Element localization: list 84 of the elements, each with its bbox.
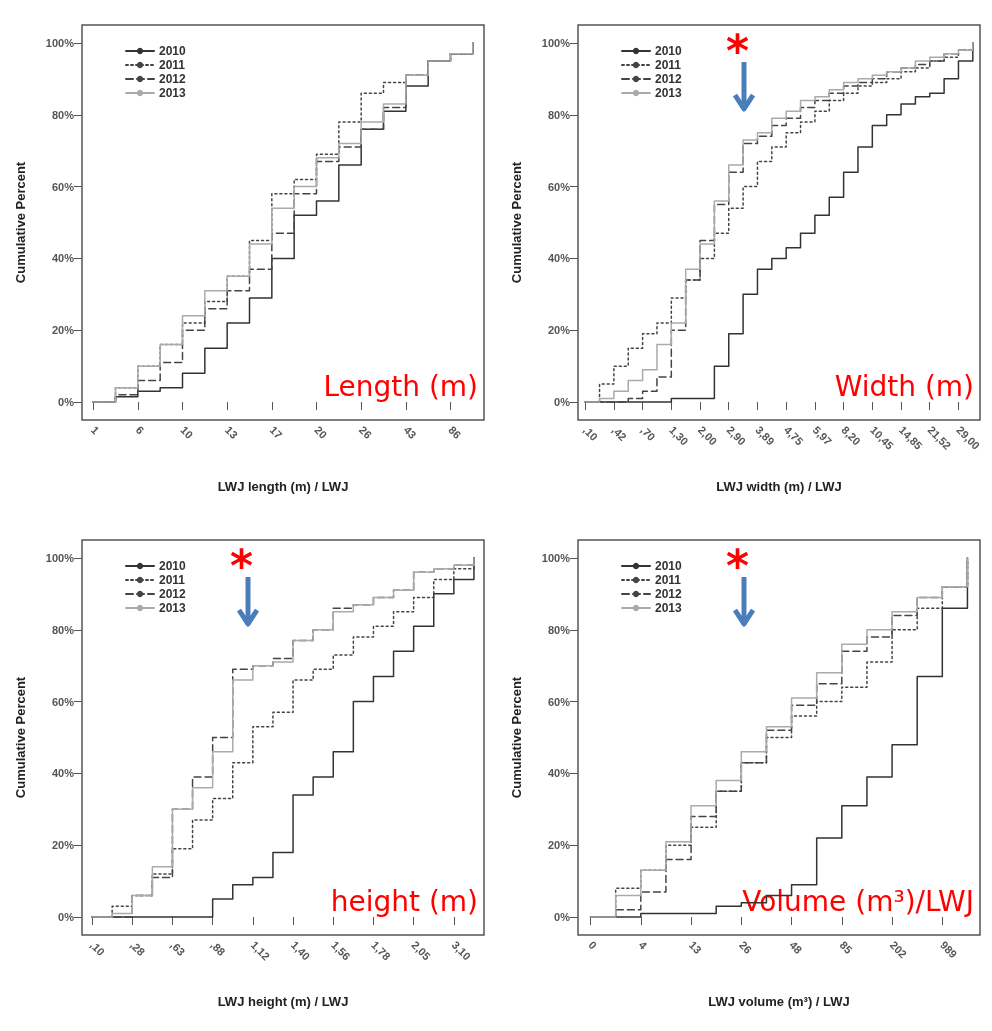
annotation: height (m)	[330, 884, 479, 918]
x-tick-label: ,10	[87, 938, 108, 959]
x-tick-label: 989	[938, 938, 960, 961]
x-tick-label: 48	[787, 938, 805, 956]
y-tick-label: 0%	[554, 911, 571, 924]
x-tick-label: 13	[686, 938, 704, 956]
x-tick-label: 1,30	[667, 423, 691, 448]
y-axis-title: Cumulative Percent	[13, 161, 28, 284]
y-tick-label: 60%	[547, 695, 571, 708]
x-axis-title: LWJ volume (m³) / LWJ	[708, 994, 850, 1009]
legend-label: 2013	[655, 601, 683, 615]
legend-label: 2012	[159, 72, 187, 86]
y-tick-label: 100%	[45, 36, 75, 49]
annotation: Width (m)	[834, 369, 974, 403]
x-tick-label: 202	[887, 938, 910, 961]
y-tick-label: 20%	[51, 324, 75, 337]
annotation: *	[726, 539, 750, 591]
y-tick-label: 80%	[51, 623, 75, 636]
legend-label: 2011	[655, 573, 682, 587]
y-tick-label: 80%	[547, 623, 571, 636]
x-tick-label: 17	[267, 423, 285, 441]
legend-label: 2010	[655, 44, 683, 58]
y-tick-label: 100%	[541, 551, 571, 564]
legend-label: 2013	[159, 86, 187, 100]
y-tick-label: 80%	[547, 108, 571, 121]
x-tick-label: 10	[178, 423, 196, 441]
x-tick-label: 43	[401, 423, 419, 441]
x-tick-label: ,63	[168, 938, 188, 959]
x-axis-title: LWJ length (m) / LWJ	[217, 479, 349, 494]
legend-label: 2010	[159, 559, 187, 573]
y-tick-label: 40%	[547, 252, 571, 265]
x-tick-label: 4	[636, 938, 650, 953]
annotation: Volume (m³)/LWJ	[742, 884, 974, 918]
legend-label: 2011	[159, 58, 186, 72]
x-tick-label: 0	[586, 938, 600, 952]
legend-label: 2012	[159, 587, 187, 601]
y-tick-label: 40%	[51, 252, 75, 265]
x-tick-label: 20	[312, 423, 330, 441]
x-tick-label: 1,78	[369, 938, 393, 963]
y-tick-label: 0%	[554, 396, 571, 409]
x-axis-title: LWJ width (m) / LWJ	[716, 479, 842, 494]
x-axis-title: LWJ height (m) / LWJ	[217, 994, 349, 1009]
x-tick-label: 85	[837, 938, 855, 956]
x-tick-label: 1,56	[329, 938, 353, 963]
x-tick-label: 26	[737, 938, 755, 956]
y-tick-label: 80%	[51, 108, 75, 121]
y-tick-label: 20%	[547, 839, 571, 852]
y-tick-label: 60%	[51, 180, 75, 193]
y-tick-label: 60%	[547, 180, 571, 193]
x-tick-label: ,88	[208, 938, 228, 959]
legend-label: 2011	[655, 58, 682, 72]
annotation: *	[726, 24, 750, 76]
legend-label: 2012	[655, 72, 683, 86]
y-tick-label: 100%	[45, 551, 75, 564]
x-tick-label: 6	[133, 423, 147, 437]
legend-label: 2010	[159, 44, 187, 58]
y-tick-label: 100%	[541, 36, 571, 49]
x-tick-label: ,28	[128, 938, 148, 959]
legend-label: 2012	[655, 587, 683, 601]
x-tick-label: 26	[356, 423, 375, 441]
y-axis-title: Cumulative Percent	[13, 676, 28, 799]
x-tick-label: ,10	[580, 423, 601, 444]
x-tick-label: ,42	[609, 423, 629, 444]
y-tick-label: 20%	[51, 839, 75, 852]
legend-label: 2013	[655, 86, 683, 100]
y-tick-label: 0%	[58, 911, 75, 924]
x-tick-label: 1	[88, 423, 102, 437]
y-tick-label: 40%	[51, 767, 75, 780]
x-tick-label: 4,75	[781, 423, 806, 448]
y-tick-label: 20%	[547, 324, 571, 337]
x-tick-label: ,70	[638, 423, 658, 444]
annotation: Length (m)	[323, 369, 479, 403]
legend-label: 2010	[655, 559, 683, 573]
x-tick-label: 13	[222, 423, 241, 441]
legend-label: 2011	[159, 573, 186, 587]
y-tick-label: 40%	[547, 767, 571, 780]
y-axis-title: Cumulative Percent	[509, 676, 524, 799]
legend-label: 2013	[159, 601, 187, 615]
x-tick-label: 86	[446, 423, 464, 441]
y-axis-title: Cumulative Percent	[509, 161, 524, 284]
y-tick-label: 60%	[51, 695, 75, 708]
annotation: *	[230, 539, 254, 591]
x-tick-label: 5,97	[810, 423, 835, 448]
y-tick-label: 0%	[58, 396, 75, 409]
